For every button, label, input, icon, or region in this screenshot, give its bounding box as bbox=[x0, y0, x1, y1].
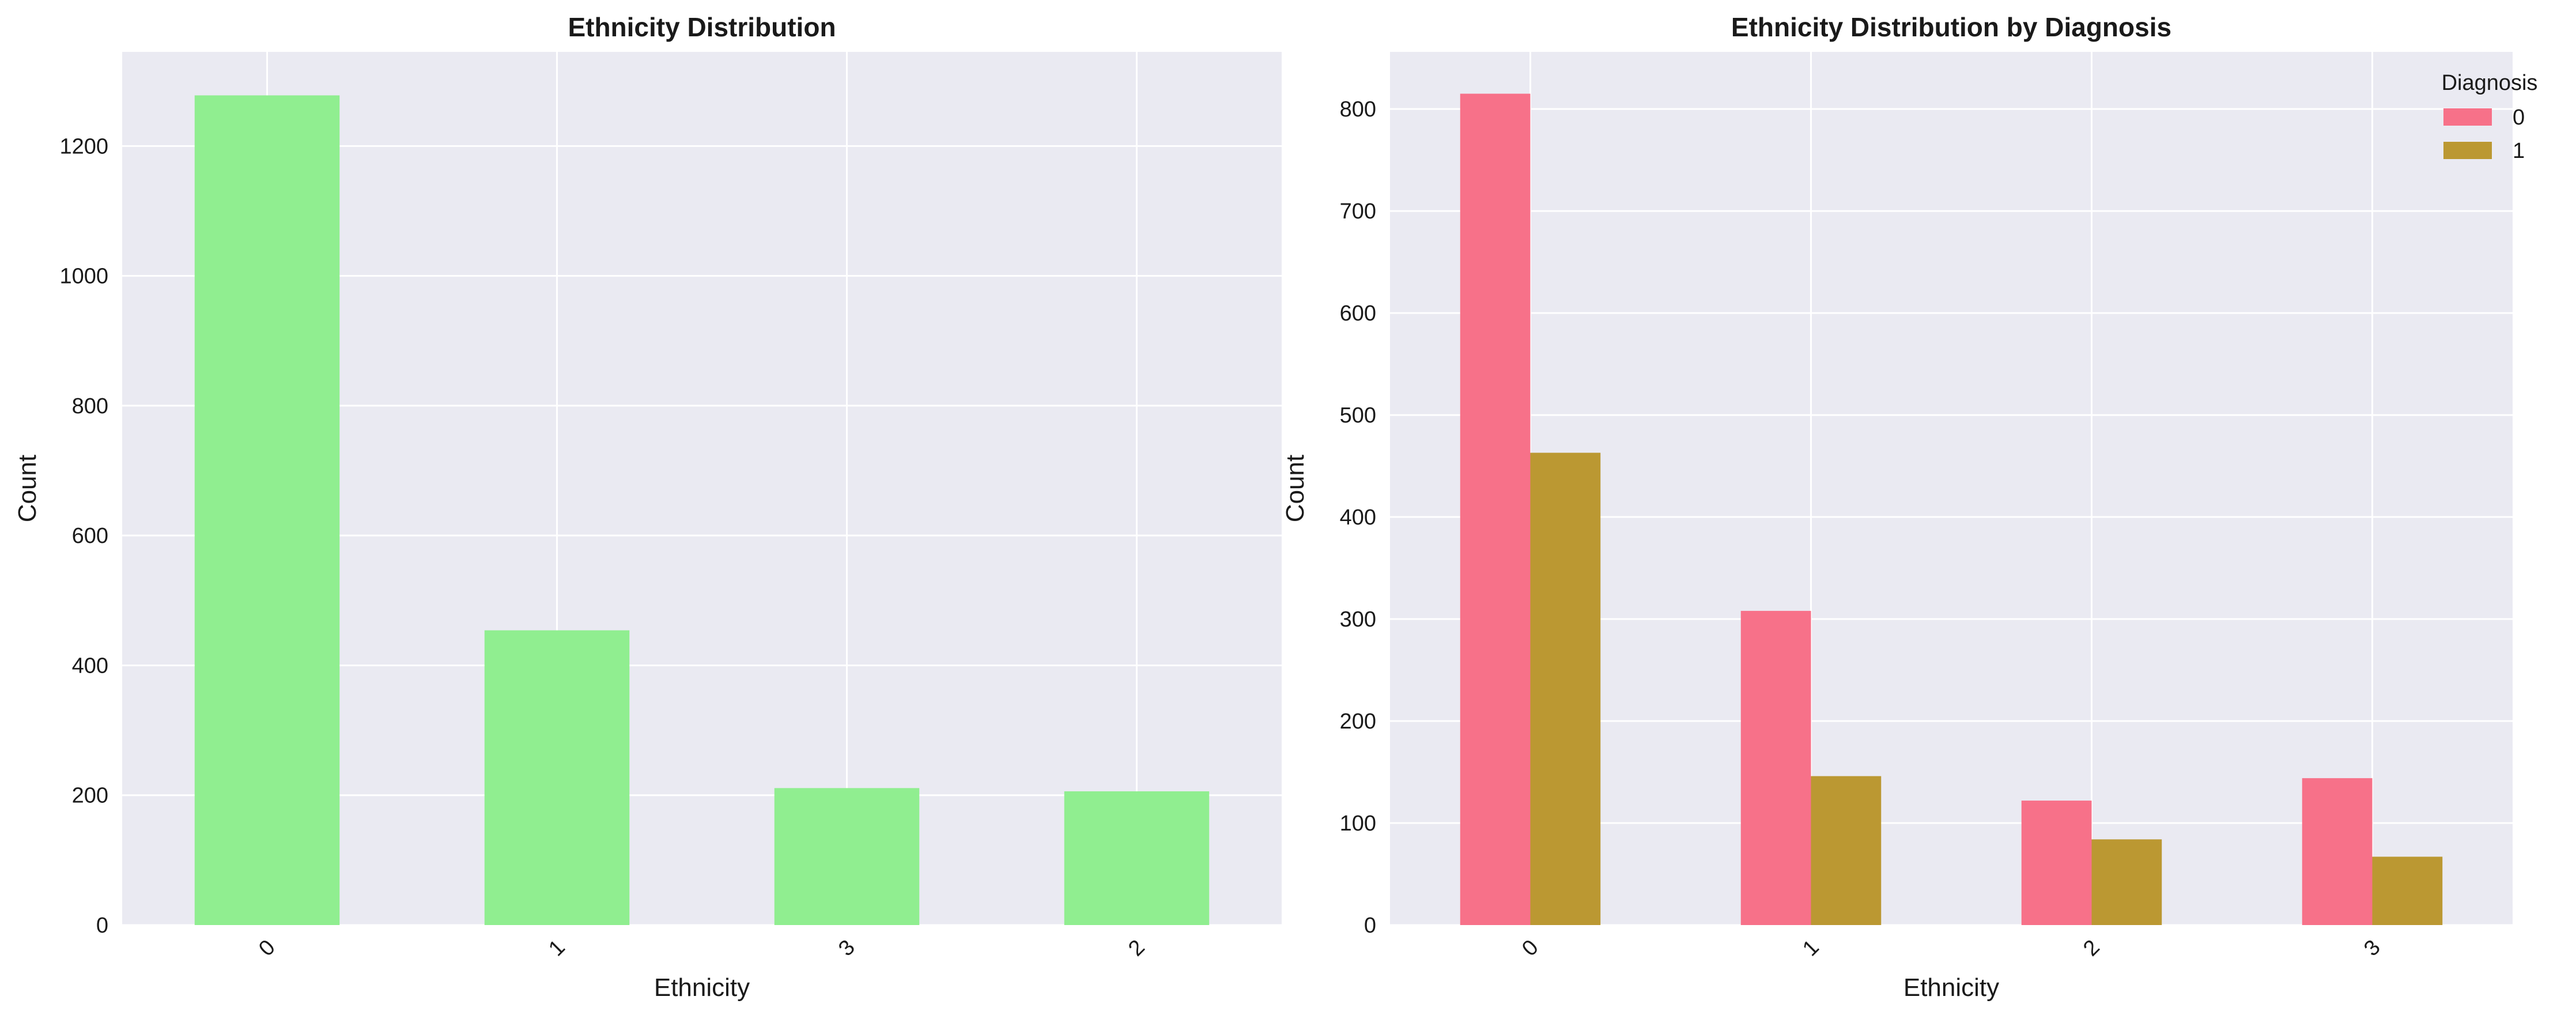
legend-label-1: 1 bbox=[2513, 139, 2525, 163]
y-tick-label: 600 bbox=[1340, 301, 1376, 326]
y-tick-label: 200 bbox=[1340, 709, 1376, 734]
x-tick-label: 2 bbox=[1124, 935, 1150, 961]
bar-series-1-cat-2 bbox=[2091, 839, 2162, 925]
y-tick-label: 300 bbox=[1340, 607, 1376, 632]
bar-series-0-cat-3 bbox=[2302, 778, 2373, 925]
x-tick-label: 1 bbox=[1798, 935, 1824, 961]
y-tick-label: 1000 bbox=[59, 265, 108, 289]
bar-3 bbox=[774, 788, 920, 925]
y-tick-label: 1200 bbox=[59, 134, 108, 158]
legend-swatch-0 bbox=[2443, 108, 2492, 126]
y-tick-label: 600 bbox=[72, 524, 108, 548]
bar-series-1-cat-1 bbox=[1811, 776, 1882, 925]
y-tick-label: 0 bbox=[96, 914, 108, 938]
y-tick-label: 0 bbox=[1364, 914, 1376, 938]
legend-label-0: 0 bbox=[2513, 105, 2525, 130]
x-tick-label: 3 bbox=[2359, 935, 2385, 961]
y-tick-label: 800 bbox=[1340, 97, 1376, 122]
bar-series-1-cat-3 bbox=[2372, 856, 2443, 925]
x-tick-label: 2 bbox=[2079, 935, 2105, 961]
y-tick-label: 700 bbox=[1340, 199, 1376, 224]
x-tick-label: 0 bbox=[1517, 935, 1543, 961]
x-tick-label: 1 bbox=[544, 935, 570, 961]
x-axis-label: Ethnicity bbox=[654, 973, 750, 1002]
legend: Diagnosis 0 1 bbox=[2442, 71, 2538, 163]
bar-2 bbox=[1064, 791, 1210, 925]
bar-series-0-cat-2 bbox=[2021, 801, 2092, 925]
x-axis-label: Ethnicity bbox=[1903, 973, 1999, 1002]
y-tick-label: 100 bbox=[1340, 812, 1376, 836]
y-tick-label: 400 bbox=[1340, 505, 1376, 530]
y-axis-label: Count bbox=[1281, 455, 1309, 522]
x-tick-label: 0 bbox=[254, 935, 280, 961]
y-tick-label: 800 bbox=[72, 394, 108, 418]
bar-series-0-cat-1 bbox=[1740, 610, 1811, 925]
bar-series-0-cat-0 bbox=[1460, 93, 1531, 926]
x-tick-label: 3 bbox=[834, 935, 860, 961]
y-tick-label: 200 bbox=[72, 784, 108, 808]
ethnicity-by-diagnosis-chart: 0 100 200 300 400 500 600 700 800 0 1 2 3 Ethnicity D… bbox=[1281, 12, 2537, 1002]
legend-title: Diagnosis bbox=[2442, 71, 2538, 95]
bar-0 bbox=[194, 95, 340, 926]
legend-swatch-1 bbox=[2443, 142, 2492, 159]
ethnicity-distribution-chart: 0 200 400 600 800 1000 1200 0 1 3 2 Ethnicity Distr… bbox=[13, 12, 1282, 1002]
y-tick-label: 500 bbox=[1340, 403, 1376, 428]
bar-1 bbox=[484, 630, 630, 925]
y-tick-label: 400 bbox=[72, 654, 108, 678]
y-axis-label: Count bbox=[13, 455, 41, 522]
chart-title: Ethnicity Distribution bbox=[568, 12, 836, 42]
chart-title: Ethnicity Distribution by Diagnosis bbox=[1731, 12, 2171, 42]
bar-series-1-cat-0 bbox=[1530, 452, 1601, 925]
